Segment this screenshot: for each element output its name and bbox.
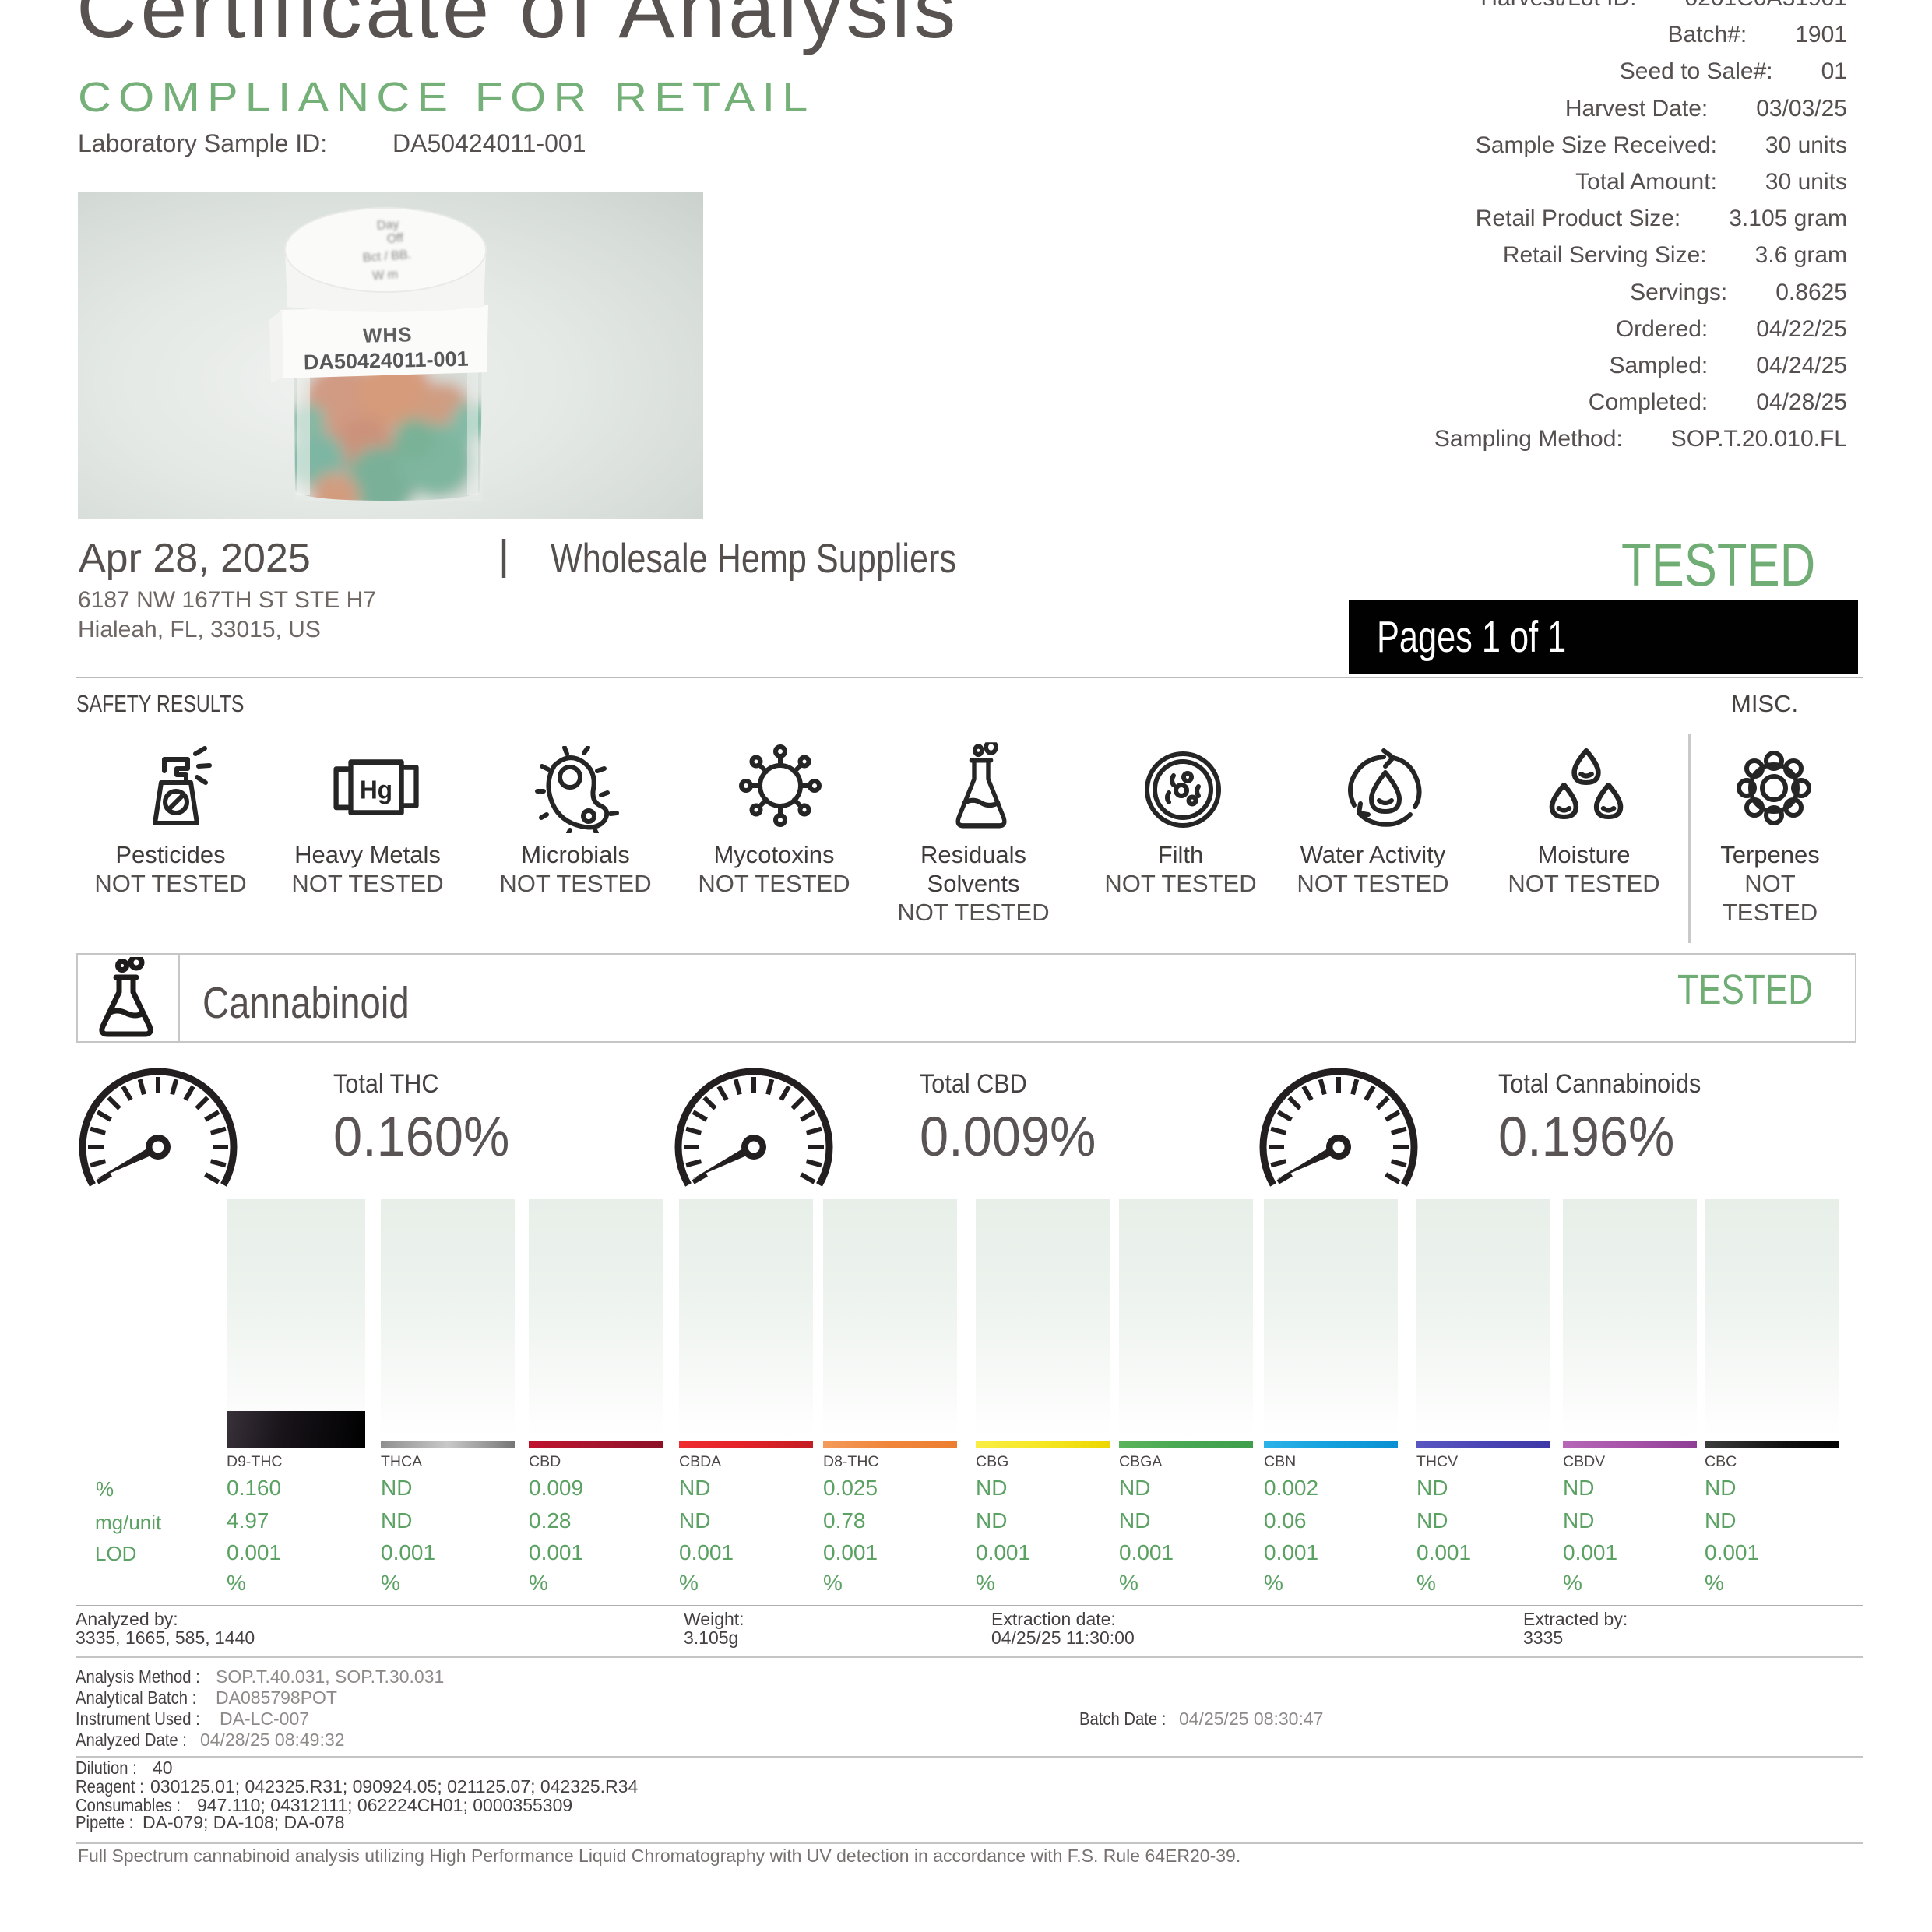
svg-text:W m: W m <box>372 268 399 283</box>
svg-text:WHS: WHS <box>363 322 413 347</box>
svg-text:Bct / BB.: Bct / BB. <box>362 248 411 265</box>
svg-text:DA50424011-001: DA50424011-001 <box>304 347 469 375</box>
svg-text:Day: Day <box>376 218 399 233</box>
svg-text:Off: Off <box>386 231 404 245</box>
svg-text:Hg: Hg <box>360 776 392 804</box>
